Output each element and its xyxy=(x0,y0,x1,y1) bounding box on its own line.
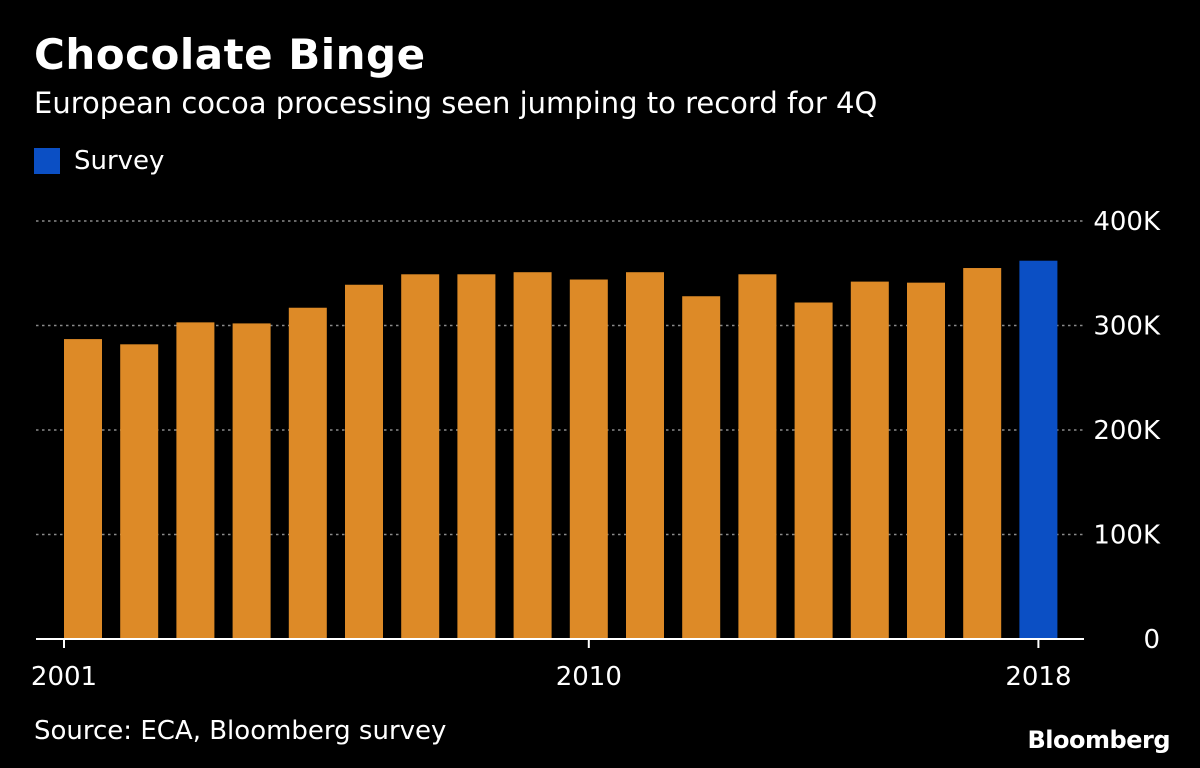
bar xyxy=(569,279,608,639)
y-tick-label: 100K xyxy=(1093,521,1161,551)
bar xyxy=(850,281,889,639)
bloomberg-logo: Bloomberg xyxy=(1027,726,1171,754)
y-tick-label: 0 xyxy=(1143,625,1160,655)
source-note: Source: ECA, Bloomberg survey xyxy=(34,716,447,746)
bar xyxy=(963,268,1002,639)
y-tick-label: 200K xyxy=(1093,416,1161,446)
chart-subtitle: European cocoa processing seen jumping t… xyxy=(34,86,878,120)
bar-survey xyxy=(1019,260,1058,639)
x-tick-label: 2001 xyxy=(31,662,97,692)
y-axis-labels: 0 100K 200K 300K 400K xyxy=(1093,207,1161,655)
bar xyxy=(513,272,552,639)
legend: Survey xyxy=(34,146,164,176)
bar xyxy=(682,296,721,639)
bar xyxy=(176,322,215,639)
bar xyxy=(626,272,664,639)
legend-label-survey: Survey xyxy=(74,146,165,176)
bar xyxy=(288,307,327,639)
y-tick-label: 300K xyxy=(1093,312,1161,342)
bar xyxy=(120,344,159,639)
y-tick-label: 400K xyxy=(1093,207,1161,237)
bar xyxy=(64,339,102,639)
x-tick-label: 2010 xyxy=(556,662,622,692)
x-axis-labels: 2001 2010 2018 xyxy=(31,662,1072,692)
bar xyxy=(738,274,777,639)
chart-title: Chocolate Binge xyxy=(34,30,426,79)
bar xyxy=(794,302,833,639)
x-tick-label: 2018 xyxy=(1005,662,1071,692)
bar xyxy=(457,274,496,639)
bar xyxy=(232,323,271,639)
bars xyxy=(64,260,1058,639)
bar xyxy=(345,284,383,639)
bar xyxy=(907,282,945,639)
bar xyxy=(401,274,440,639)
x-axis xyxy=(36,638,1084,648)
legend-swatch-survey xyxy=(34,148,60,174)
